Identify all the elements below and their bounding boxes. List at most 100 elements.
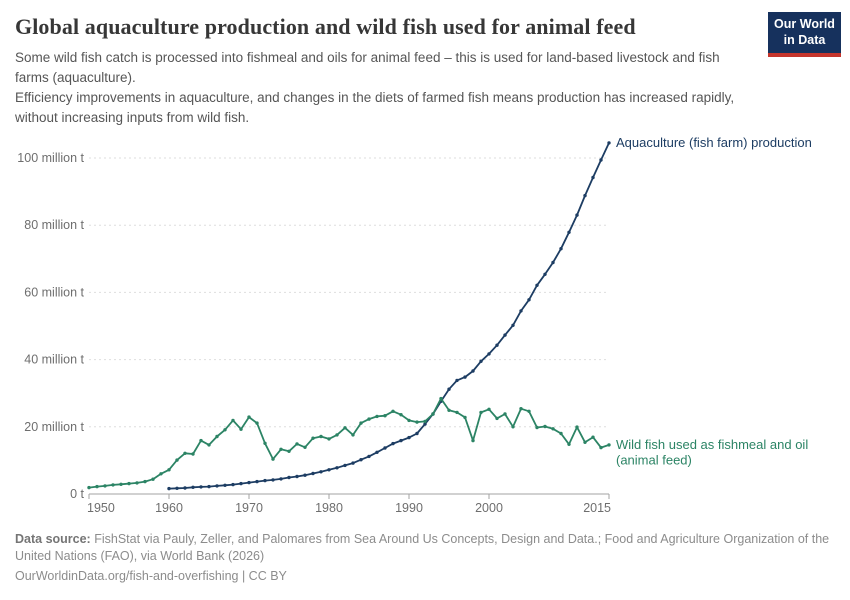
- data-point-2011[interactable]: [575, 213, 579, 217]
- series-line-wild-fish[interactable]: [88, 397, 610, 489]
- data-point-1983[interactable]: [351, 433, 355, 437]
- data-point-1998[interactable]: [471, 369, 475, 373]
- data-point-2010[interactable]: [567, 442, 571, 446]
- data-point-2006[interactable]: [535, 283, 539, 287]
- data-point-1964[interactable]: [199, 485, 203, 489]
- data-point-2006[interactable]: [535, 425, 539, 430]
- data-point-1957[interactable]: [143, 479, 147, 484]
- data-point-2015[interactable]: [607, 443, 611, 447]
- data-point-1980[interactable]: [327, 468, 331, 472]
- data-point-1997[interactable]: [463, 415, 467, 420]
- data-point-2013[interactable]: [591, 175, 595, 180]
- data-point-1965[interactable]: [207, 484, 211, 489]
- data-point-1991[interactable]: [415, 420, 419, 424]
- data-point-2010[interactable]: [567, 230, 571, 234]
- data-point-2004[interactable]: [519, 309, 523, 313]
- data-point-1999[interactable]: [479, 410, 483, 415]
- series-line-aquaculture[interactable]: [168, 141, 610, 490]
- data-point-1999[interactable]: [479, 359, 483, 363]
- data-point-1953[interactable]: [111, 483, 115, 487]
- data-point-1962[interactable]: [183, 486, 187, 490]
- data-point-1993[interactable]: [431, 412, 435, 416]
- data-point-1986[interactable]: [375, 450, 379, 454]
- data-point-1979[interactable]: [319, 470, 323, 474]
- data-point-2005[interactable]: [527, 298, 531, 302]
- data-point-2003[interactable]: [511, 425, 515, 429]
- data-point-2015[interactable]: [607, 141, 611, 145]
- data-point-2008[interactable]: [551, 260, 555, 265]
- data-point-1995[interactable]: [447, 408, 451, 412]
- data-point-1998[interactable]: [471, 438, 475, 443]
- data-point-1987[interactable]: [383, 414, 387, 418]
- data-point-1962[interactable]: [183, 451, 187, 455]
- data-point-2009[interactable]: [559, 247, 563, 251]
- data-point-1960[interactable]: [167, 486, 171, 491]
- data-point-1973[interactable]: [271, 478, 275, 482]
- data-point-1974[interactable]: [279, 477, 283, 481]
- data-point-2014[interactable]: [599, 445, 603, 450]
- data-point-1997[interactable]: [463, 375, 467, 379]
- data-point-2001[interactable]: [495, 343, 499, 347]
- data-point-1988[interactable]: [391, 441, 395, 446]
- data-point-2005[interactable]: [527, 409, 531, 413]
- data-point-1976[interactable]: [295, 442, 299, 446]
- data-point-1961[interactable]: [175, 458, 179, 462]
- data-point-1965[interactable]: [207, 443, 211, 447]
- data-point-1978[interactable]: [311, 471, 315, 476]
- data-point-2012[interactable]: [583, 440, 587, 444]
- data-point-2014[interactable]: [599, 158, 603, 162]
- data-point-1971[interactable]: [255, 421, 259, 425]
- data-point-1977[interactable]: [303, 473, 307, 477]
- data-point-1986[interactable]: [375, 414, 379, 419]
- data-point-1989[interactable]: [399, 438, 403, 443]
- data-point-1989[interactable]: [399, 413, 403, 417]
- data-point-1988[interactable]: [391, 409, 395, 413]
- data-point-1983[interactable]: [351, 461, 355, 465]
- data-point-1961[interactable]: [175, 486, 179, 490]
- data-point-1952[interactable]: [103, 484, 107, 488]
- data-point-1981[interactable]: [335, 433, 339, 437]
- data-point-1973[interactable]: [271, 457, 275, 461]
- data-point-1974[interactable]: [279, 447, 283, 451]
- data-point-2007[interactable]: [543, 424, 547, 429]
- data-point-2001[interactable]: [495, 416, 499, 421]
- data-point-2007[interactable]: [543, 272, 547, 276]
- data-point-2000[interactable]: [487, 352, 491, 356]
- data-point-1979[interactable]: [319, 434, 323, 439]
- data-point-1992[interactable]: [423, 419, 427, 424]
- data-point-1996[interactable]: [455, 378, 459, 383]
- data-point-1977[interactable]: [303, 445, 307, 449]
- data-point-1970[interactable]: [247, 415, 251, 419]
- data-point-1984[interactable]: [359, 458, 363, 462]
- data-point-1968[interactable]: [231, 418, 235, 423]
- data-point-1996[interactable]: [455, 410, 459, 415]
- data-point-1968[interactable]: [231, 482, 235, 487]
- data-point-1955[interactable]: [127, 481, 131, 486]
- data-point-1981[interactable]: [335, 466, 339, 470]
- footer-citation-link[interactable]: OurWorldinData.org/fish-and-overfishing …: [15, 569, 287, 583]
- data-point-1991[interactable]: [415, 431, 419, 436]
- data-point-1966[interactable]: [215, 484, 219, 488]
- data-point-2002[interactable]: [503, 412, 507, 416]
- data-point-2000[interactable]: [487, 407, 491, 411]
- data-point-2012[interactable]: [583, 193, 587, 198]
- data-point-1982[interactable]: [343, 426, 347, 430]
- data-point-1950[interactable]: [87, 485, 91, 490]
- data-point-1967[interactable]: [223, 428, 227, 432]
- data-point-1964[interactable]: [199, 438, 203, 443]
- data-point-1951[interactable]: [95, 484, 99, 489]
- data-point-2013[interactable]: [591, 435, 595, 439]
- data-point-1976[interactable]: [295, 474, 299, 479]
- data-point-1987[interactable]: [383, 446, 387, 450]
- data-point-1954[interactable]: [119, 482, 123, 486]
- data-point-1985[interactable]: [367, 417, 371, 421]
- data-point-1963[interactable]: [191, 452, 195, 456]
- data-point-1970[interactable]: [247, 480, 251, 485]
- data-point-1956[interactable]: [135, 481, 139, 485]
- data-point-1959[interactable]: [159, 472, 163, 476]
- data-point-1975[interactable]: [287, 449, 291, 453]
- data-point-1985[interactable]: [367, 454, 371, 459]
- data-point-1972[interactable]: [263, 441, 267, 445]
- data-point-1978[interactable]: [311, 436, 315, 440]
- data-point-1984[interactable]: [359, 421, 363, 425]
